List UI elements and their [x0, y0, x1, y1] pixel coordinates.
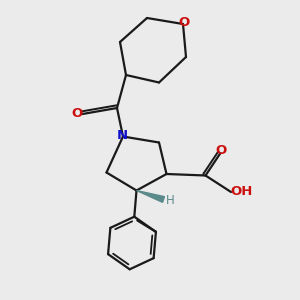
- Text: N: N: [117, 129, 128, 142]
- Text: O: O: [179, 16, 190, 29]
- Polygon shape: [136, 190, 164, 202]
- Text: H: H: [166, 194, 175, 208]
- Text: OH: OH: [230, 185, 253, 198]
- Text: O: O: [215, 143, 227, 157]
- Text: O: O: [71, 107, 83, 120]
